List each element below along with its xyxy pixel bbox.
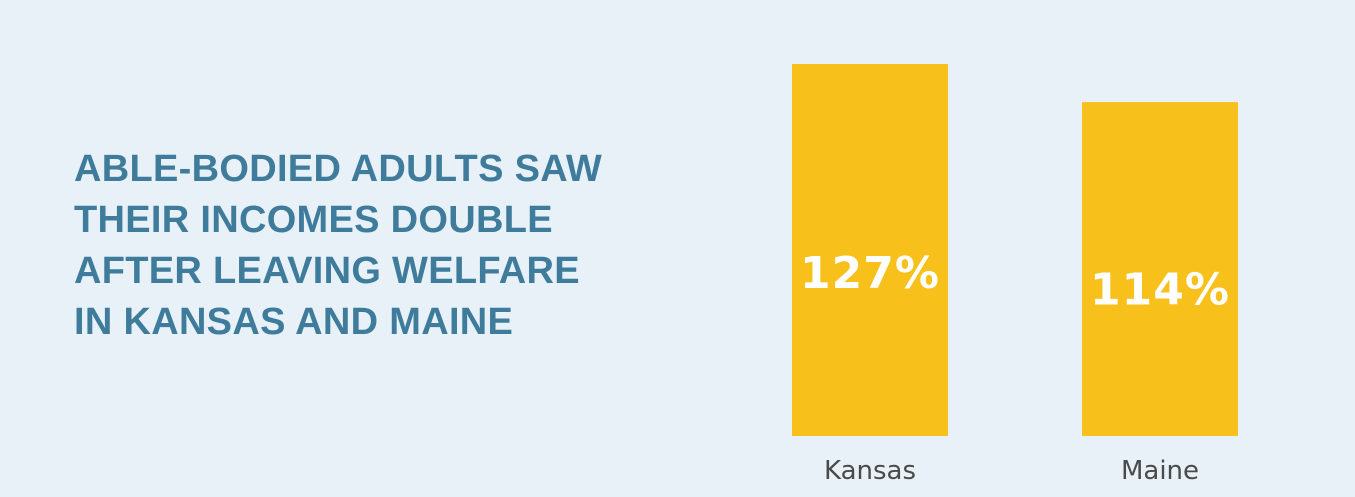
headline-line-3: AFTER LEAVING WELFARE bbox=[74, 250, 580, 292]
bar-value-label-maine: 114% bbox=[1090, 264, 1230, 315]
headline-line-4: IN KANSAS AND MAINE bbox=[74, 301, 514, 343]
category-labels-layer: Kansas Maine bbox=[824, 456, 1199, 486]
headline-line-1: ABLE-BODIED ADULTS SAW bbox=[74, 148, 603, 190]
bars-layer bbox=[792, 64, 1238, 437]
bar-kansas bbox=[792, 64, 948, 436]
headline: ABLE-BODIED ADULTS SAW THEIR INCOMES DOU… bbox=[74, 144, 674, 348]
category-label-maine: Maine bbox=[1121, 456, 1199, 486]
bar-value-label-kansas: 127% bbox=[800, 248, 940, 299]
bar-maine bbox=[1082, 102, 1238, 437]
value-labels-layer: 127% 114% bbox=[800, 248, 1230, 315]
headline-line-2: THEIR INCOMES DOUBLE bbox=[74, 199, 553, 241]
category-label-kansas: Kansas bbox=[824, 456, 916, 486]
